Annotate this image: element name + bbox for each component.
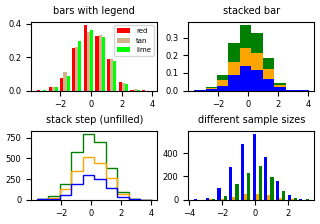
Bar [276,181,279,200]
Bar [228,75,240,90]
Bar [113,61,116,90]
Bar [252,134,256,200]
Bar [217,80,228,86]
Bar [134,89,137,90]
Bar [205,88,217,89]
Bar [288,195,291,200]
Bar [224,196,227,200]
Bar [268,195,270,200]
Title: stacked bar: stacked bar [223,6,280,15]
Bar [232,197,236,200]
Bar [299,199,302,200]
Bar [119,82,122,90]
Bar [49,87,52,90]
Bar [274,87,286,90]
Bar [247,173,250,200]
Bar [294,198,297,200]
Bar [78,41,81,90]
Bar [107,59,110,90]
Bar [60,78,63,90]
Bar [263,58,274,69]
Bar [228,43,240,62]
Bar [229,168,232,200]
Bar [228,62,240,75]
Bar [209,199,212,200]
Bar [270,177,274,200]
Bar [259,166,262,200]
Bar [205,87,217,88]
Bar [240,66,252,90]
Bar [90,30,93,90]
Title: stack step (unfilled): stack step (unfilled) [45,115,143,125]
Bar [102,37,105,90]
Bar [55,87,58,90]
Bar [84,25,87,90]
Bar [217,75,228,80]
Bar [252,33,263,53]
Bar [263,79,274,90]
Bar [212,199,215,200]
Legend: red, tan, lime: red, tan, lime [114,25,154,56]
Bar [240,25,252,48]
Bar [274,83,286,85]
Bar [217,86,228,90]
Bar [274,85,286,87]
Bar [256,194,259,200]
Bar [75,47,78,90]
Bar [240,48,252,66]
Bar [122,83,125,90]
Bar [279,198,282,200]
Bar [263,69,274,79]
Bar [110,59,113,90]
Bar [236,184,238,200]
Bar [264,157,268,200]
Bar [52,88,55,90]
Bar [63,72,67,90]
Bar [72,48,75,90]
Bar [218,188,220,200]
Title: different sample sizes: different sample sizes [198,115,305,125]
Bar [220,198,224,200]
Bar [252,70,263,90]
Bar [99,35,102,90]
Bar [241,144,244,200]
Bar [282,191,285,200]
Bar [95,36,99,90]
Bar [67,76,70,90]
Bar [206,198,209,200]
Bar [244,194,247,200]
Bar [252,53,263,70]
Bar [205,89,217,90]
Bar [87,32,90,90]
Title: bars with legend: bars with legend [53,6,135,15]
Bar [125,84,128,90]
